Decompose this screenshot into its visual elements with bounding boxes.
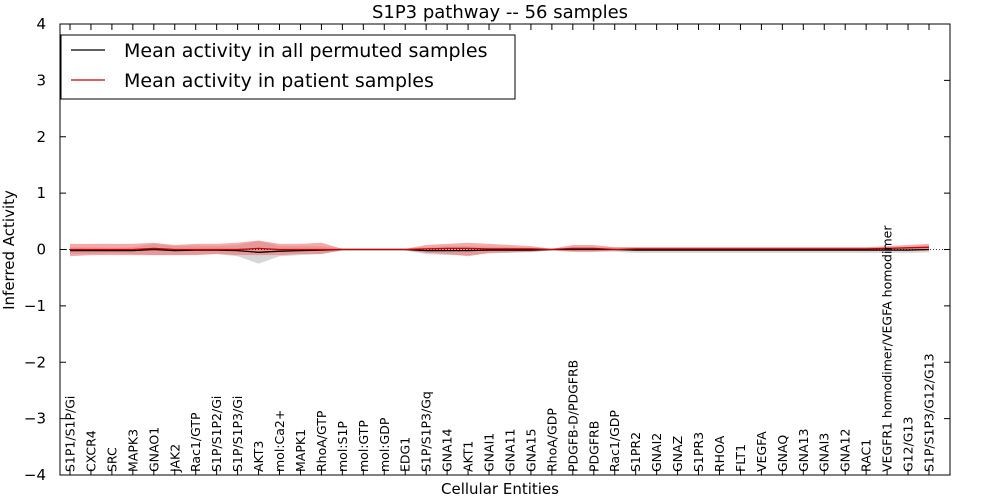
y-axis-label: Inferred Activity (0, 190, 18, 310)
x-axis: S1P1/S1P/Gi CXCR4 SRC MAPK3 GNAO1 JAK2 Rac1/GT… (63, 24, 937, 475)
x-category-label: GNAI1 (482, 433, 497, 472)
x-category-label: RhoA/GTP (314, 410, 329, 472)
y-tick-label: 0 (36, 241, 46, 259)
x-category-label: S1P/S1P2/Gi (209, 396, 224, 472)
x-category-label: GNAO1 (146, 427, 161, 472)
x-category-label: S1P/S1P3/Gq (419, 391, 434, 472)
x-category-label: GNA15 (523, 429, 538, 473)
series-line-1 (70, 246, 930, 251)
x-category-label: Rac1/GTP (188, 412, 203, 472)
x-category-label: S1PR2 (628, 432, 643, 472)
y-tick-label: −4 (24, 466, 46, 484)
x-category-label: AKT3 (251, 441, 266, 472)
x-category-label: mol:GDP (377, 417, 392, 472)
x-category-label: JAK2 (167, 444, 182, 473)
confidence-bands (70, 240, 929, 264)
x-category-label: RHOA (712, 435, 727, 472)
y-tick-label: 4 (36, 15, 46, 33)
x-category-label: mol:S1P (335, 421, 350, 472)
y-tick-label: 3 (36, 71, 46, 89)
y-tick-label: 1 (36, 184, 46, 202)
legend-label-permuted: Mean activity in all permuted samples (124, 40, 487, 62)
y-tick-label: −1 (24, 297, 46, 315)
x-category-label: MAPK3 (125, 429, 140, 472)
x-category-label: GNAQ (775, 435, 790, 472)
x-category-label: S1P1/S1P/Gi (63, 396, 78, 472)
x-category-label: GNAI3 (817, 433, 832, 472)
x-category-label: G12/G13 (901, 417, 916, 472)
y-tick-label: −3 (24, 410, 46, 428)
x-category-label: AKT1 (461, 441, 476, 472)
chart-title: S1P3 pathway -- 56 samples (372, 2, 628, 23)
x-category-label: CXCR4 (84, 430, 99, 472)
x-category-label: GNA11 (503, 429, 518, 473)
x-category-label: FLT1 (733, 444, 748, 472)
x-category-label: GNAI2 (649, 433, 664, 472)
x-category-label: S1P/S1P3/G12/G13 (922, 353, 937, 472)
x-category-label: MAPK1 (293, 429, 308, 472)
legend-box (60, 34, 516, 100)
x-category-label: EDG1 (398, 437, 413, 472)
x-category-label: RhoA/GDP (544, 408, 559, 472)
x-category-label: GNAZ (670, 436, 685, 472)
x-axis-label: Cellular Entities (441, 480, 559, 498)
y-tick-label: 2 (36, 128, 46, 146)
x-category-label: GNA13 (796, 429, 811, 473)
legend-label-patient: Mean activity in patient samples (124, 70, 434, 92)
x-category-label: GNA14 (440, 428, 455, 472)
x-category-label: GNA12 (838, 429, 853, 473)
x-category-label: SRC (104, 447, 119, 472)
x-category-label: PDGFRB (586, 421, 601, 472)
x-category-label: PDGFB-D/PDGFRB (565, 360, 580, 472)
x-category-label: RAC1 (859, 439, 874, 472)
x-category-label: mol:Ca2+ (272, 410, 287, 472)
x-category-label: VEGFA (754, 431, 769, 472)
x-category-label: mol:GTP (356, 420, 371, 472)
y-tick-label: −2 (24, 353, 46, 371)
x-category-label: S1PR3 (691, 432, 706, 472)
y-axis: −4 −3 −2 −1 0 1 2 3 4 (24, 15, 950, 484)
legend: Mean activity in all permuted samples Me… (60, 34, 516, 100)
x-category-label: Rac1/GDP (607, 410, 622, 472)
x-category-label: VEGFR1 homodimer/VEGFA homodimer (880, 225, 895, 472)
x-category-label: S1P/S1P3/Gi (230, 396, 245, 472)
series-lines (60, 246, 950, 253)
